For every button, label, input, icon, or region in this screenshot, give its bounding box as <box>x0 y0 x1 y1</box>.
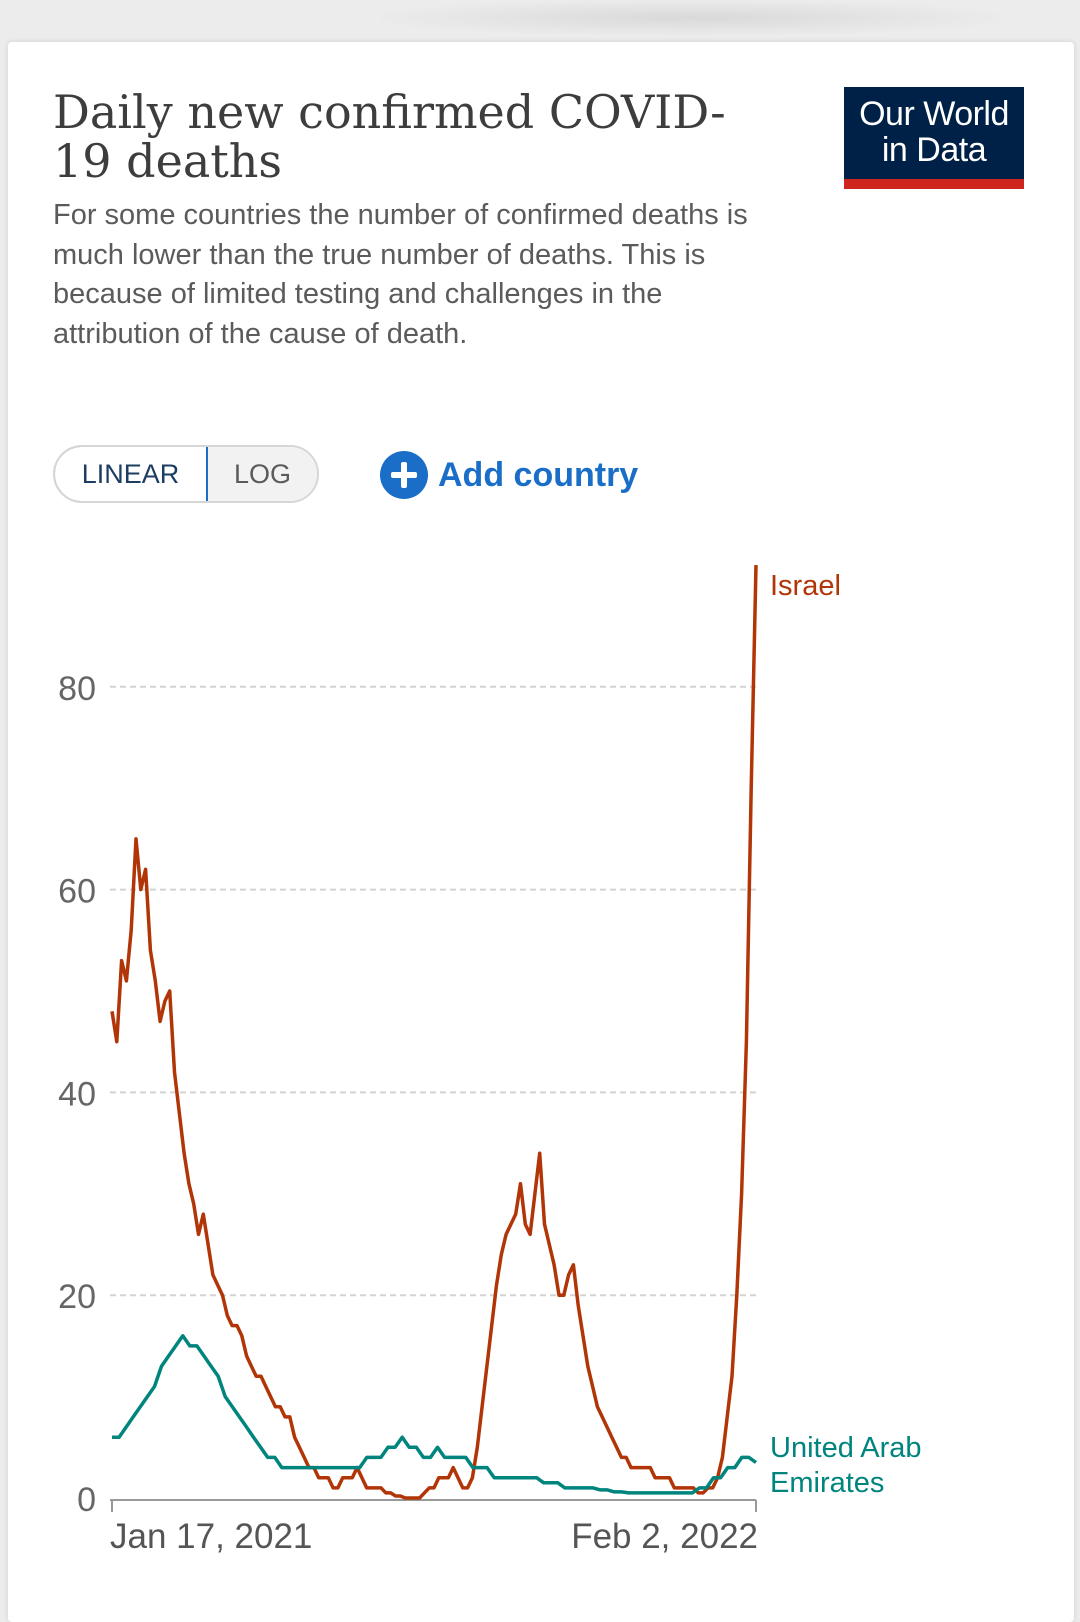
logo-line2: in Data <box>881 131 987 169</box>
top-shadow <box>380 0 1000 36</box>
logo-red-bar <box>844 179 1024 189</box>
x-tick-label: Feb 2, 2022 <box>571 1517 758 1556</box>
israel-label: Israel <box>770 570 841 602</box>
x-axis-ticks: Jan 17, 2021 Feb 2, 2022 <box>110 1500 758 1556</box>
israel-line <box>110 565 758 1500</box>
plus-circle-icon <box>380 451 428 499</box>
add-country-label: Add country <box>438 455 639 494</box>
y-tick-label: 40 <box>58 1075 96 1113</box>
chart-title: Daily new confirmed COVID-19 deaths <box>53 85 726 188</box>
y-tick-label: 80 <box>58 670 96 708</box>
owid-logo[interactable]: Our World in Data <box>844 87 1024 189</box>
y-tick-label: 0 <box>77 1481 96 1519</box>
chart-subtitle: For some countries the number of confirm… <box>53 199 748 350</box>
y-tick-label: 20 <box>58 1278 96 1316</box>
series-labels: Israel United Arab Emirates <box>770 570 922 1499</box>
y-axis-ticks: 0 20 40 60 80 <box>58 670 96 1519</box>
uae-label: United Arab Emirates <box>770 1432 922 1499</box>
grid-lines <box>110 685 756 1297</box>
log-button[interactable]: LOG <box>208 447 317 501</box>
linear-button[interactable]: LINEAR <box>55 447 208 501</box>
chart-card: Daily new confirmed COVID-19 deaths For … <box>8 42 1074 1622</box>
y-tick-label: 60 <box>58 873 96 911</box>
add-country-button[interactable]: Add country <box>380 447 638 503</box>
logo-line1: Our World <box>859 95 1009 133</box>
scale-toggle: LINEAR LOG <box>53 445 319 503</box>
uae-line <box>112 1334 758 1495</box>
series-lines <box>110 565 758 1500</box>
x-tick-label: Jan 17, 2021 <box>110 1517 312 1556</box>
